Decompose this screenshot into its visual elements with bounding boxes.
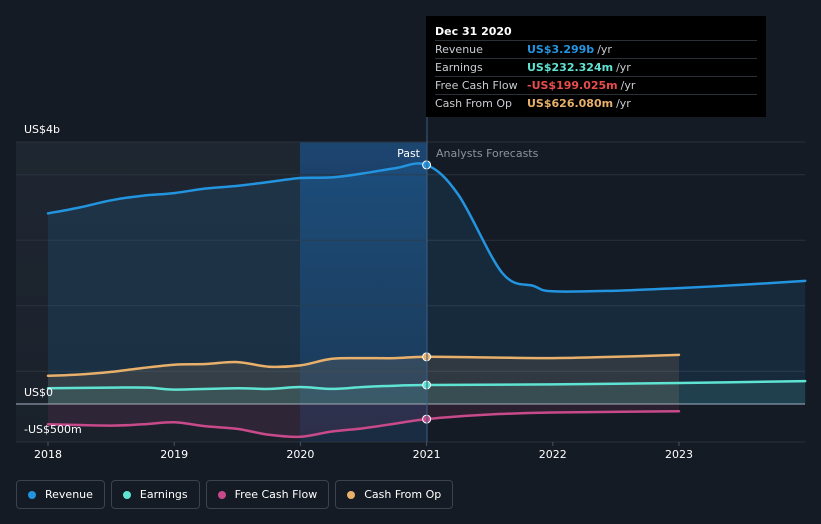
earnings-line bbox=[46, 379, 807, 391]
legend: Revenue Earnings Free Cash Flow Cash Fro… bbox=[16, 480, 454, 509]
x-tick-label: 2023 bbox=[665, 448, 693, 461]
axis-labels: US$4b US$0 -US$500m 2018 2019 2020 2021 2022 202… bbox=[24, 123, 693, 461]
y-tick-label: US$0 bbox=[24, 386, 53, 399]
legend-dot-icon bbox=[217, 490, 226, 499]
revenue-line bbox=[46, 162, 807, 293]
tooltip-unit: /yr bbox=[597, 43, 612, 56]
legend-dot-icon bbox=[28, 490, 36, 499]
cash-from-op-area bbox=[48, 354, 679, 404]
tooltip-row-cash-from-op: Cash From Op US$626.080m /yr bbox=[435, 94, 757, 112]
legend-label: Earnings bbox=[139, 488, 188, 501]
y-tick-label: US$4b bbox=[24, 123, 60, 136]
x-tick-label: 2020 bbox=[286, 448, 314, 461]
tooltip-label: Revenue bbox=[435, 43, 483, 56]
tooltip-value: -US$199.025m bbox=[527, 79, 618, 92]
legend-label: Free Cash Flow bbox=[234, 488, 318, 501]
tooltip-label: Earnings bbox=[435, 61, 483, 74]
highlight-region bbox=[300, 142, 427, 442]
x-tick-label: 2022 bbox=[539, 448, 567, 461]
legend-item-free-cash-flow[interactable]: Free Cash Flow bbox=[205, 480, 330, 509]
tooltip-unit: /yr bbox=[616, 61, 631, 74]
legend-label: Cash From Op bbox=[364, 488, 442, 501]
tooltip-row-free-cash-flow: Free Cash Flow -US$199.025m /yr bbox=[435, 76, 757, 94]
grid bbox=[16, 141, 805, 443]
tooltip-value: US$3.299b bbox=[527, 43, 595, 56]
legend-dot-icon bbox=[347, 490, 356, 499]
x-tick-label: 2018 bbox=[34, 448, 62, 461]
legend-item-earnings[interactable]: Earnings bbox=[110, 480, 200, 509]
legend-dot-icon bbox=[122, 490, 131, 499]
tooltip-value: US$626.080m bbox=[527, 97, 614, 110]
tooltip-value: US$232.324m bbox=[527, 61, 614, 74]
tooltip: Dec 31 2020 Revenue US$3.299b /yr Earnin… bbox=[426, 16, 766, 117]
tooltip-row-revenue: Revenue US$3.299b /yr bbox=[435, 40, 757, 58]
tooltip-unit: /yr bbox=[620, 79, 636, 92]
past-label: Past bbox=[397, 147, 421, 160]
legend-item-cash-from-op[interactable]: Cash From Op bbox=[335, 480, 454, 509]
y-tick-label: -US$500m bbox=[24, 423, 82, 436]
x-tick-label: 2019 bbox=[160, 448, 188, 461]
series-markers bbox=[422, 160, 432, 424]
tooltip-row-earnings: Earnings US$232.324m /yr bbox=[435, 58, 757, 76]
forecast-label: Analysts Forecasts bbox=[436, 147, 539, 160]
cash-from-op-line bbox=[46, 353, 681, 378]
legend-label: Revenue bbox=[45, 488, 93, 501]
free-cash-flow-line bbox=[46, 409, 681, 439]
x-tick-label: 2021 bbox=[413, 448, 441, 461]
tooltip-label: Free Cash Flow bbox=[435, 79, 518, 92]
tooltip-date: Dec 31 2020 bbox=[435, 25, 512, 38]
series-lines bbox=[46, 162, 807, 439]
tooltip-unit: /yr bbox=[616, 97, 631, 110]
legend-item-revenue[interactable]: Revenue bbox=[16, 480, 105, 509]
tooltip-label: Cash From Op bbox=[435, 97, 513, 110]
